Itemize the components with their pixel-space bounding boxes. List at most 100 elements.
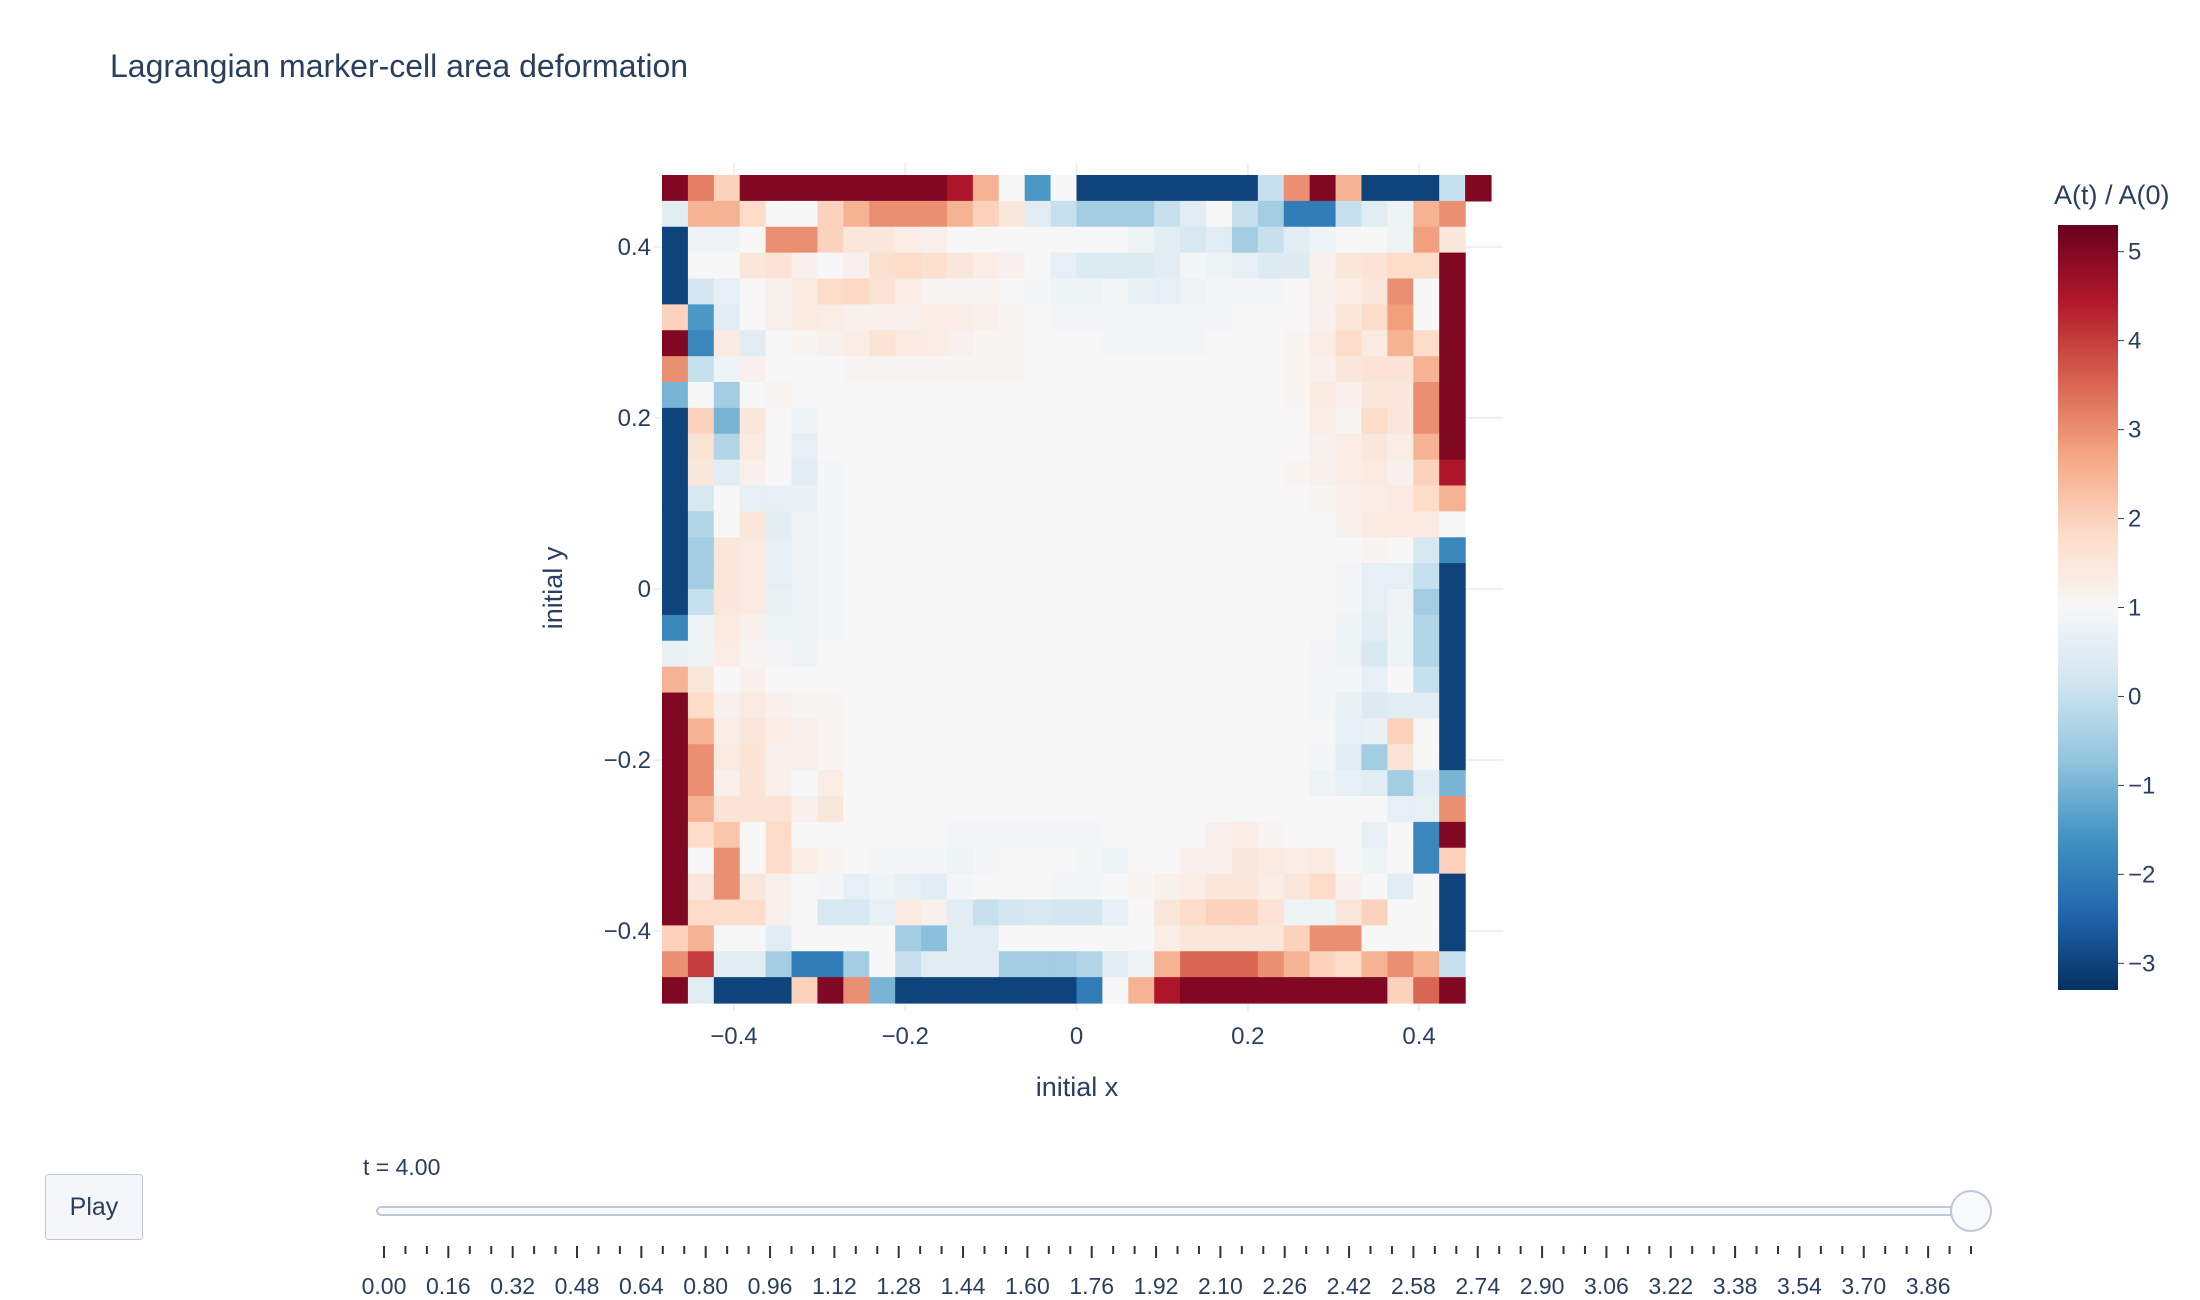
heatmap-cell: [1180, 744, 1207, 771]
heatmap-cell: [843, 614, 870, 642]
heatmap-cell: [1387, 304, 1414, 331]
heatmap-cell: [1128, 382, 1155, 409]
heatmap-cell: [895, 614, 922, 642]
heatmap-cell: [1231, 278, 1259, 305]
heatmap-cell: [1387, 200, 1414, 228]
heatmap-cell: [662, 640, 689, 668]
heatmap-cell: [1102, 511, 1129, 538]
heatmap-cell: [998, 770, 1026, 797]
heatmap-cell: [1076, 511, 1104, 538]
slider-step-label[interactable]: 1.76: [1069, 1273, 1114, 1299]
slider-step-label[interactable]: 0.00: [362, 1273, 407, 1299]
slider-step-label[interactable]: 3.86: [1906, 1273, 1951, 1299]
heatmap-cell: [713, 770, 741, 797]
y-axis-title: initial y: [538, 546, 568, 629]
heatmap-cell: [739, 537, 767, 564]
heatmap-cell: [1231, 899, 1259, 926]
play-button[interactable]: Play: [45, 1174, 143, 1240]
heatmap-cell: [687, 925, 715, 952]
heatmap-cell: [791, 899, 819, 926]
heatmap-cell: [1076, 200, 1104, 228]
heatmap-cell: [895, 640, 922, 668]
slider-step-label[interactable]: 0.48: [555, 1273, 600, 1299]
heatmap-cell: [869, 304, 896, 331]
heatmap-cell: [921, 459, 948, 487]
heatmap-cell: [946, 175, 974, 202]
slider-step-label[interactable]: 1.44: [941, 1273, 986, 1299]
heatmap-cell: [1231, 873, 1259, 901]
heatmap-cell: [1309, 200, 1337, 228]
slider-step-label[interactable]: 0.80: [683, 1273, 728, 1299]
heatmap-cell: [662, 304, 689, 331]
heatmap-cell: [895, 666, 922, 694]
heatmap-cell: [687, 770, 715, 797]
slider-step-label[interactable]: 2.10: [1198, 1273, 1243, 1299]
colorbar-tick-label: 4: [2128, 328, 2141, 355]
heatmap-cell: [739, 200, 767, 228]
slider-step-label[interactable]: 2.42: [1327, 1273, 1372, 1299]
heatmap-cell: [1128, 589, 1155, 616]
slider-step-label[interactable]: 1.92: [1134, 1273, 1179, 1299]
heatmap-cell: [921, 511, 948, 538]
x-tick-label: −0.2: [882, 1023, 929, 1050]
time-slider-handle[interactable]: [1950, 1190, 1992, 1232]
heatmap-cell: [1024, 614, 1052, 642]
heatmap-cell: [739, 796, 767, 823]
heatmap-cell: [1335, 459, 1363, 487]
heatmap-cell: [817, 847, 844, 875]
slider-step-label[interactable]: 0.32: [490, 1273, 535, 1299]
heatmap-cell: [1257, 433, 1285, 461]
slider-step-label[interactable]: 2.26: [1262, 1273, 1307, 1299]
slider-step-label[interactable]: 0.96: [748, 1273, 793, 1299]
slider-step-label[interactable]: 1.60: [1005, 1273, 1050, 1299]
slider-step-label[interactable]: 1.28: [876, 1273, 921, 1299]
heatmap-cell: [921, 485, 948, 512]
heatmap-cell: [869, 640, 896, 668]
heatmap-cell: [713, 614, 741, 642]
heatmap-cell: [869, 692, 896, 719]
slider-step-label[interactable]: 3.54: [1777, 1273, 1822, 1299]
heatmap-cell: [869, 589, 896, 616]
y-tick-label: −0.4: [604, 918, 651, 945]
heatmap-cell: [921, 278, 948, 305]
heatmap-cell: [1024, 330, 1052, 357]
x-tick-label: 0.4: [1402, 1023, 1435, 1050]
heatmap-cell: [998, 821, 1026, 849]
heatmap-cell: [1387, 537, 1414, 564]
heatmap-cell: [1413, 744, 1440, 771]
heatmap-cell: [1361, 744, 1388, 771]
slider-step-label[interactable]: 0.64: [619, 1273, 664, 1299]
slider-step-label[interactable]: 0.16: [426, 1273, 471, 1299]
heatmap-cell: [1024, 692, 1052, 719]
time-slider-rail[interactable]: [376, 1206, 1972, 1216]
slider-step-label[interactable]: 1.12: [812, 1273, 857, 1299]
heatmap-cell: [1439, 589, 1466, 616]
slider-step-label[interactable]: 3.22: [1648, 1273, 1693, 1299]
heatmap-cell: [687, 485, 715, 512]
heatmap-cell: [1335, 951, 1363, 978]
heatmap-cell: [1413, 200, 1440, 228]
slider-step-label[interactable]: 2.90: [1520, 1273, 1565, 1299]
slider-step-label[interactable]: 2.74: [1455, 1273, 1500, 1299]
heatmap-cell: [765, 278, 793, 305]
heatmap-cell: [1102, 459, 1129, 487]
heatmap-cell: [869, 330, 896, 357]
heatmap-cell: [921, 175, 948, 202]
heatmap-cell: [895, 511, 922, 538]
heatmap-cell: [1102, 951, 1129, 978]
heatmap-cell: [1102, 175, 1129, 202]
heatmap-cell: [869, 485, 896, 512]
heatmap-cell: [1050, 796, 1078, 823]
slider-step-label[interactable]: 3.70: [1841, 1273, 1886, 1299]
heatmap-cell: [739, 744, 767, 771]
heatmap-cell: [1128, 175, 1155, 202]
heatmap-cell: [1309, 925, 1337, 952]
heatmap-cell: [1180, 511, 1207, 538]
slider-step-label[interactable]: 3.06: [1584, 1273, 1629, 1299]
heatmap-cell: [1128, 925, 1155, 952]
slider-step-label[interactable]: 3.38: [1713, 1273, 1758, 1299]
heatmap-cell: [998, 563, 1026, 590]
heatmap-cell: [843, 278, 870, 305]
slider-step-label[interactable]: 2.58: [1391, 1273, 1436, 1299]
heatmap-cell: [972, 252, 1000, 280]
